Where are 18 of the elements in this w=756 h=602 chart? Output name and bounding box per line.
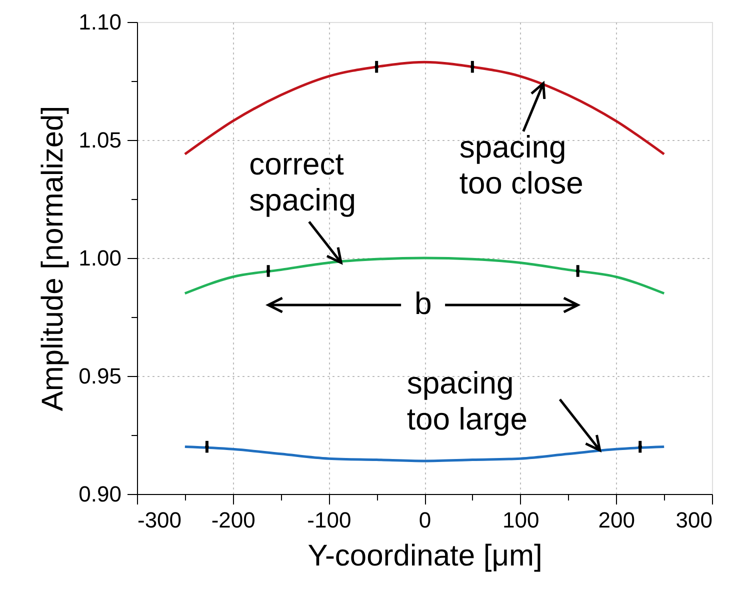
annotation: spacing too close [459, 129, 584, 200]
y-tick-label: 1.10 [78, 10, 122, 34]
x-tick-label: -200 [211, 508, 256, 532]
x-axis-title: Y-coordinate [μm] [308, 540, 542, 572]
y-tick-label: 0.90 [78, 482, 122, 506]
y-axis-title: Amplitude [normalized] [36, 106, 70, 412]
x-tick-label: 100 [502, 508, 540, 532]
y-tick-label: 0.95 [78, 364, 122, 388]
x-tick-label: 0 [418, 508, 432, 532]
y-tick-label: 1.05 [78, 128, 122, 152]
annotation: spacing too large [406, 365, 528, 436]
x-tick-label: -100 [307, 508, 352, 532]
x-tick-label: 200 [598, 508, 636, 532]
annotation: b [414, 286, 432, 321]
annotation: correct spacing [249, 146, 356, 218]
y-tick-label: 1.00 [78, 246, 122, 270]
x-tick-label: -300 [138, 508, 182, 532]
x-tick-label: 300 [676, 508, 712, 532]
